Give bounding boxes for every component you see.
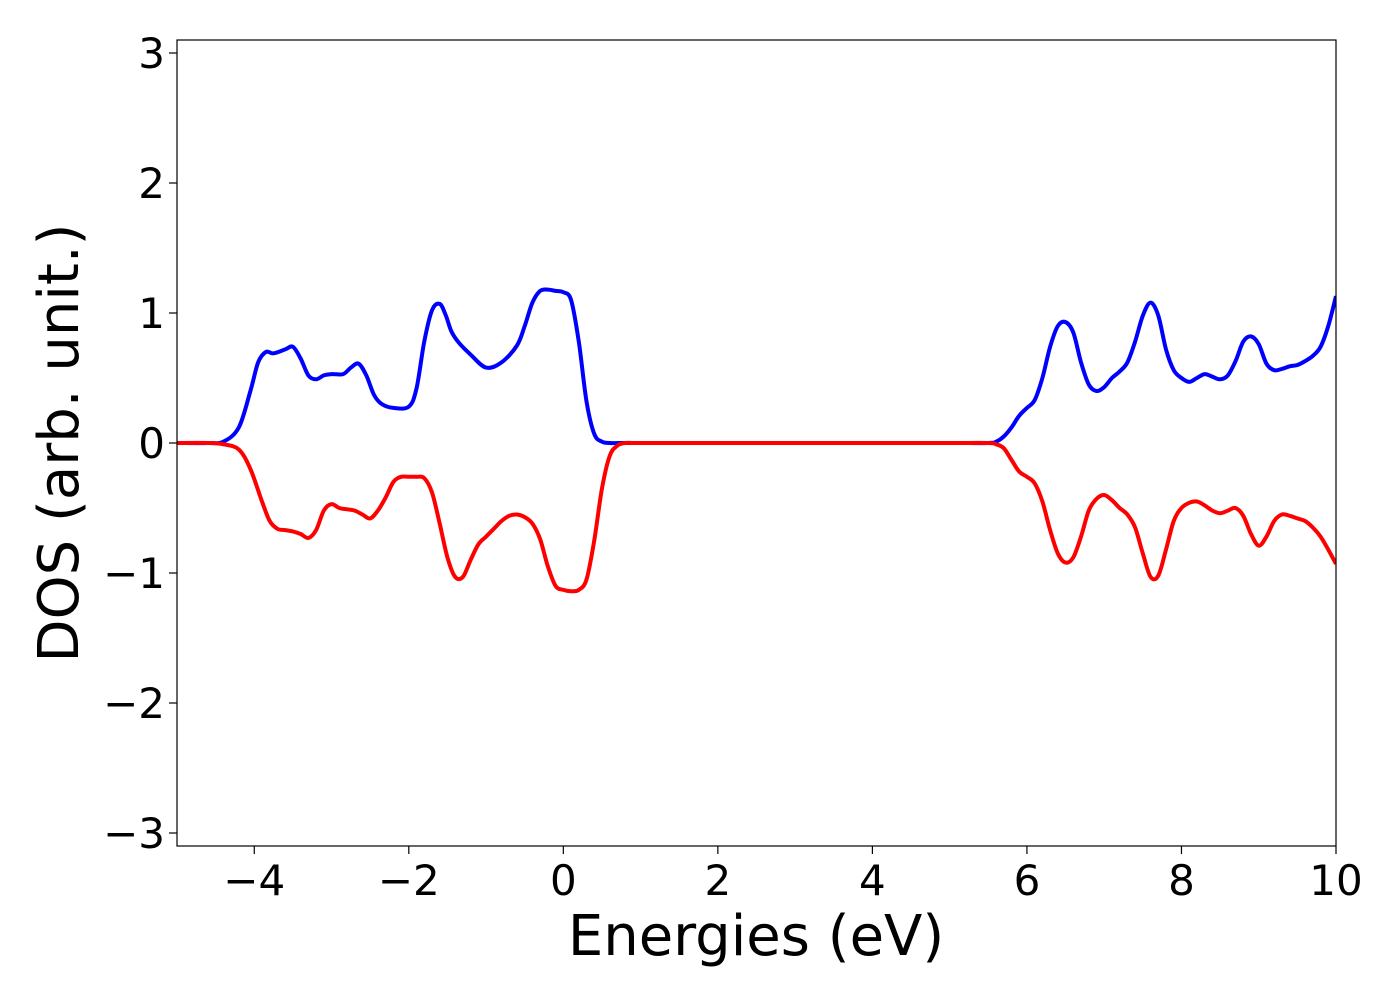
- y-axis-label: DOS (arb. unit.): [27, 223, 92, 662]
- y-tick-label: 2: [138, 159, 165, 208]
- x-tick-label: 0: [550, 856, 577, 905]
- x-axis-label: Energies (eV): [568, 904, 944, 969]
- x-tick-label: 8: [1168, 856, 1195, 905]
- y-tick-label: 1: [138, 289, 165, 338]
- x-tick-label: 6: [1014, 856, 1041, 905]
- y-tick-label: −2: [103, 679, 165, 728]
- y-tick-label: −3: [103, 809, 165, 858]
- y-tick-label: 0: [138, 419, 165, 468]
- x-tick-label: −2: [378, 856, 440, 905]
- x-tick-label: 10: [1309, 856, 1362, 905]
- x-tick-label: 2: [704, 856, 731, 905]
- series-line-1: [177, 440, 1336, 594]
- x-tick-label: 4: [859, 856, 886, 905]
- y-tick-label: 3: [138, 29, 165, 78]
- x-tick-label: −4: [223, 856, 285, 905]
- y-tick-label: −1: [103, 549, 165, 598]
